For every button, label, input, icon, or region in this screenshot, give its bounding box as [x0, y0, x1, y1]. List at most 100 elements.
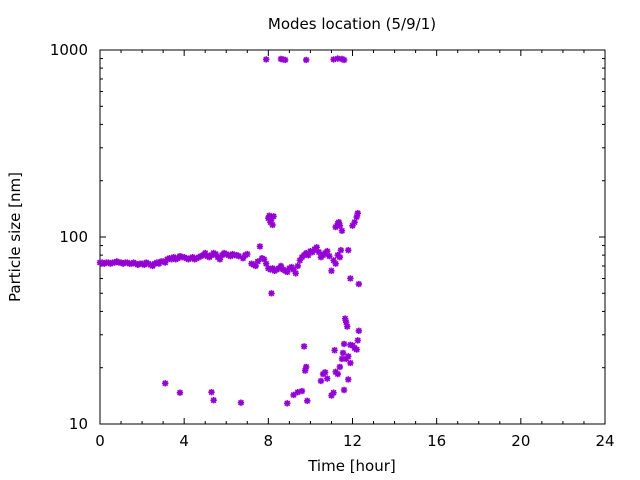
y-axis-label: Particle size [nm]	[6, 172, 24, 302]
data-point	[347, 275, 354, 282]
data-point	[331, 347, 338, 354]
x-tick-label: 20	[511, 432, 530, 450]
data-point	[338, 227, 346, 234]
data-point	[330, 56, 337, 63]
data-point	[351, 218, 358, 226]
data-point	[353, 346, 360, 353]
data-point	[235, 252, 243, 260]
data-point	[263, 56, 270, 63]
data-point	[315, 248, 323, 256]
data-point	[345, 376, 352, 383]
data-point	[202, 249, 209, 257]
data-point	[317, 377, 325, 385]
data-point	[301, 367, 309, 374]
data-point	[244, 250, 251, 258]
plot-frame	[99, 49, 606, 425]
data-point	[252, 262, 259, 270]
data-point	[294, 388, 301, 396]
data-point	[216, 256, 224, 263]
x-tick-label: 16	[427, 432, 446, 450]
data-point	[208, 388, 215, 396]
data-point	[353, 213, 360, 221]
data-point	[326, 252, 333, 260]
data-point	[298, 387, 306, 395]
data-point	[303, 363, 310, 371]
data-point	[300, 343, 308, 350]
data-point	[347, 359, 354, 367]
data-point	[256, 243, 264, 250]
data-point	[355, 280, 363, 288]
x-tick-label: 4	[179, 432, 189, 450]
data-point	[338, 355, 346, 363]
x-tick-label: 0	[95, 432, 105, 450]
data-point	[328, 267, 335, 274]
x-tick-label: 8	[264, 432, 274, 450]
data-point	[354, 337, 361, 344]
data-point	[334, 55, 341, 62]
data-point	[267, 218, 274, 226]
data-point	[212, 250, 219, 258]
data-point	[313, 244, 320, 251]
y-tick-label: 100	[59, 228, 88, 246]
x-axis-label: Time [hour]	[307, 457, 396, 475]
data-point	[337, 246, 345, 254]
data-point	[263, 260, 270, 267]
data-point	[304, 397, 311, 405]
data-point	[340, 56, 348, 64]
data-point	[332, 223, 339, 231]
y-tick-label: 10	[69, 415, 88, 433]
data-point	[332, 260, 339, 267]
x-tick-label: 12	[343, 432, 362, 450]
data-point	[354, 210, 361, 217]
data-point	[324, 247, 331, 255]
data-point	[281, 56, 289, 64]
data-point	[305, 251, 312, 259]
data-point	[340, 340, 348, 348]
data-point	[296, 257, 304, 264]
data-point	[307, 247, 314, 255]
data-point	[284, 400, 291, 407]
data-point	[266, 212, 273, 219]
data-point	[239, 255, 247, 262]
data-point	[292, 270, 299, 277]
data-point	[277, 262, 285, 270]
data-point	[345, 353, 352, 360]
data-point	[341, 315, 349, 322]
data-point	[344, 323, 351, 330]
data-point	[294, 262, 301, 270]
data-point	[328, 392, 335, 399]
data-point	[336, 363, 344, 371]
data-point	[162, 380, 169, 387]
data-point	[290, 266, 297, 273]
x-tick-label: 24	[595, 432, 614, 450]
data-point	[330, 389, 337, 396]
y-tick-label: 1000	[50, 41, 88, 59]
data-point	[268, 290, 275, 297]
data-point	[309, 248, 316, 256]
data-point	[176, 389, 184, 396]
data-point	[334, 370, 341, 378]
data-point	[342, 319, 350, 326]
axis-ticks: 0 4 8 12 16 20 24 10 100 1000	[50, 41, 615, 450]
data-point	[355, 327, 363, 335]
data-point	[290, 391, 297, 399]
data-point	[349, 222, 356, 229]
data-point	[324, 375, 331, 382]
data-point	[270, 213, 277, 220]
data-point	[339, 349, 347, 357]
data-point	[338, 55, 346, 63]
data-point	[303, 56, 310, 64]
data-point	[335, 218, 343, 226]
data-point	[162, 259, 169, 266]
data-point	[336, 222, 344, 229]
data-point	[260, 256, 268, 263]
data-point	[336, 253, 344, 261]
data-point	[321, 369, 329, 376]
data-point	[237, 399, 245, 406]
data-point	[269, 221, 276, 229]
data-point	[345, 246, 352, 254]
data-point	[210, 397, 217, 404]
data-point	[284, 268, 291, 276]
data-point	[254, 258, 262, 265]
